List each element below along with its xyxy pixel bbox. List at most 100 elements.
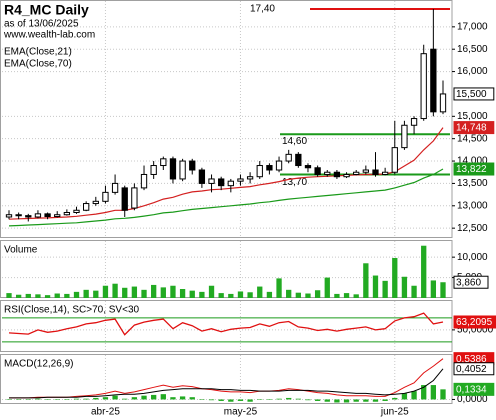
volume-bar <box>6 293 12 298</box>
source: www.wealth-lab.com <box>3 30 95 41</box>
candle-body <box>439 93 447 113</box>
histogram-bar <box>73 398 80 400</box>
candle-body <box>314 167 321 175</box>
histogram-bar <box>305 399 311 401</box>
candle-body <box>102 191 109 202</box>
volume-bar <box>228 293 234 298</box>
volume-bar <box>122 287 128 298</box>
histogram-bar <box>421 385 427 400</box>
histogram-bar <box>247 399 253 402</box>
volume-bar <box>343 293 350 298</box>
histogram-bar <box>122 398 128 400</box>
histogram-bar <box>286 397 292 400</box>
volume-bar <box>295 292 301 298</box>
x-tick-label: jun-25 <box>380 407 409 418</box>
volume-bar <box>421 245 427 298</box>
histogram-bar <box>25 399 31 400</box>
volume-bar <box>131 286 138 298</box>
rsi-line <box>8 312 444 336</box>
histogram-bar <box>189 397 195 400</box>
volume-bar <box>218 293 224 298</box>
last-value-label: 0,4052 <box>456 364 487 375</box>
histogram-bar <box>44 399 51 400</box>
candle-body <box>420 53 427 120</box>
histogram-bar <box>151 394 157 400</box>
histogram-bar <box>353 399 359 402</box>
histogram-bar <box>401 393 408 400</box>
panel-title: MACD(12,26,9) <box>4 359 73 370</box>
histogram-bar <box>228 399 234 402</box>
volume-bar <box>25 293 31 298</box>
volume-bar <box>353 294 359 298</box>
macd-line <box>9 358 444 399</box>
candle-body <box>256 165 263 178</box>
candle-body <box>401 124 408 149</box>
candle-body <box>237 178 244 182</box>
candle-body <box>391 147 398 173</box>
volume-bar <box>189 290 195 298</box>
last-value-label: 63,2095 <box>456 317 493 328</box>
candle-body <box>285 153 292 162</box>
candle-body <box>54 214 61 218</box>
last-value-label: 14,748 <box>456 123 487 134</box>
volume-bar <box>372 275 379 298</box>
panel-title: Volume <box>4 245 38 256</box>
volume-bar <box>237 291 244 298</box>
volume-bar <box>83 289 89 298</box>
volume-bar <box>199 291 205 298</box>
value-box <box>453 121 495 135</box>
last-value-label: 13,822 <box>456 164 487 175</box>
candle-body <box>73 209 80 213</box>
candle-body <box>362 169 369 173</box>
volume-bar <box>401 276 408 298</box>
candle-body <box>111 182 119 193</box>
histogram-bar <box>334 399 340 403</box>
volume-bar <box>392 257 398 298</box>
volume-bar <box>276 278 282 298</box>
y-tick-label: 16,500 <box>457 44 488 55</box>
histogram-bar <box>237 399 244 401</box>
candle-body <box>169 158 177 180</box>
histogram-bar <box>324 399 330 402</box>
histogram-bar <box>392 397 398 400</box>
volume-bar <box>160 287 166 298</box>
value-box <box>453 275 489 289</box>
histogram-bar <box>295 398 301 400</box>
y-tick-label: 17,000 <box>457 21 488 32</box>
candle-body <box>92 200 99 205</box>
last-value-label: 0,1334 <box>456 384 487 395</box>
volume-bar <box>324 277 330 298</box>
legend-entry: EMA(Close,70) <box>4 59 72 70</box>
candle-body <box>275 160 283 171</box>
histogram-bar <box>179 396 186 400</box>
histogram-bar <box>411 391 417 400</box>
histogram-bar <box>314 399 321 401</box>
value-box <box>453 87 495 101</box>
y-tick-label: 10,000 <box>457 252 488 263</box>
volume-bar <box>151 284 157 298</box>
volume-bar <box>54 293 60 298</box>
legend-entry: EMA(Close,21) <box>4 47 72 58</box>
level-label: 13,70 <box>282 177 307 188</box>
volume-bar <box>73 291 80 298</box>
volume-bar <box>363 263 369 298</box>
y-tick-label: 14,000 <box>457 156 488 167</box>
candle-body <box>189 160 196 171</box>
histogram-bar <box>343 399 350 403</box>
histogram-bar <box>6 399 12 400</box>
volume-bar <box>305 293 311 298</box>
histogram-bar <box>257 399 263 400</box>
candle-body <box>324 171 331 175</box>
histogram-bar <box>131 397 138 400</box>
panel-frame <box>0 0 453 238</box>
value-box <box>453 315 496 329</box>
histogram-bar <box>430 385 437 400</box>
candle-body <box>131 187 138 209</box>
level-label: 14,60 <box>282 136 307 147</box>
candle-body <box>121 187 128 211</box>
y-tick-label: 16,000 <box>457 66 488 77</box>
histogram-bar <box>199 399 205 400</box>
chart-subtitle: as of 13/06/2025 <box>4 19 79 30</box>
histogram-bar <box>15 399 22 400</box>
ema-line <box>8 168 444 227</box>
